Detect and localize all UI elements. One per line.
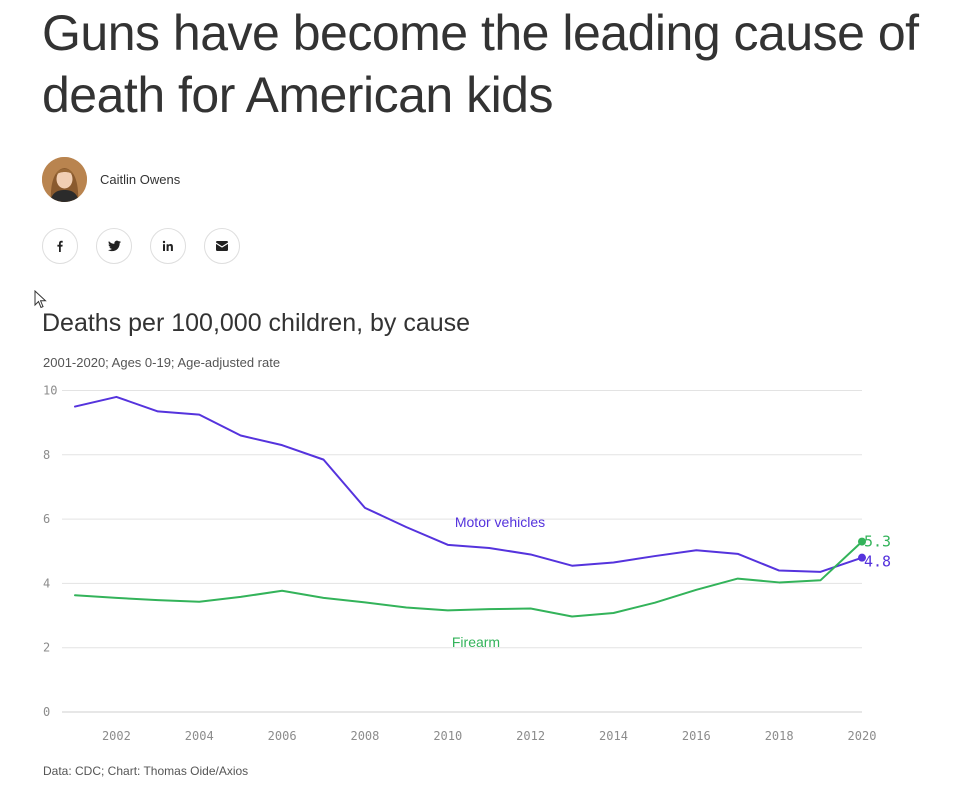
- series-line-motor-vehicles: [74, 395, 863, 573]
- chart-subtitle: 2001-2020; Ages 0-19; Age-adjusted rate: [43, 355, 281, 370]
- series-line-firearm: [74, 540, 863, 618]
- avatar[interactable]: [42, 157, 87, 202]
- end-value-label-firearm: 5.3: [864, 533, 891, 551]
- end-value-label-motor-vehicles: 4.8: [864, 553, 891, 571]
- x-tick-label: 2020: [848, 729, 877, 743]
- facebook-icon: [57, 240, 63, 252]
- y-tick-label: 8: [43, 448, 50, 462]
- x-tick-label: 2010: [433, 729, 462, 743]
- linkedin-share-button[interactable]: [150, 228, 186, 264]
- line-chart: 0 2 4 6 8 10 2002 2004 2006 2008 2010 2012 2014 2016 2…: [43, 384, 891, 744]
- series-endpoint-motor-vehicles: [858, 553, 866, 562]
- x-tick-label: 2004: [185, 729, 214, 743]
- series-label-motor-vehicles: Motor vehicles: [455, 514, 545, 530]
- byline: Caitlin Owens: [42, 157, 180, 202]
- twitter-share-button[interactable]: [96, 228, 132, 264]
- x-tick-label: 2014: [599, 729, 628, 743]
- mouse-cursor-icon: [34, 290, 47, 309]
- author-name[interactable]: Caitlin Owens: [100, 172, 181, 187]
- x-tick-label: 2018: [765, 729, 794, 743]
- chart-title: Deaths per 100,000 children, by cause: [42, 309, 471, 337]
- share-buttons: [42, 228, 240, 264]
- y-tick-label: 4: [43, 576, 50, 590]
- x-tick-label: 2008: [350, 729, 379, 743]
- series-label-firearm: Firearm: [452, 634, 500, 650]
- headline: Guns have become the leading cause of de…: [42, 5, 919, 123]
- x-tick-label: 2002: [102, 729, 131, 743]
- email-icon: [216, 241, 228, 251]
- x-tick-label: 2012: [516, 729, 545, 743]
- email-share-button[interactable]: [204, 228, 240, 264]
- source-note: Data: CDC; Chart: Thomas Oide/Axios: [43, 764, 249, 778]
- y-tick-label: 0: [43, 705, 50, 719]
- twitter-icon: [107, 240, 121, 252]
- x-tick-label: 2006: [268, 729, 297, 743]
- y-tick-label: 6: [43, 512, 50, 526]
- facebook-share-button[interactable]: [42, 228, 78, 264]
- series-endpoint-firearm: [858, 537, 866, 546]
- y-tick-label: 10: [43, 384, 57, 398]
- x-tick-label: 2016: [682, 729, 711, 743]
- linkedin-icon: [162, 240, 173, 251]
- y-tick-label: 2: [43, 641, 50, 655]
